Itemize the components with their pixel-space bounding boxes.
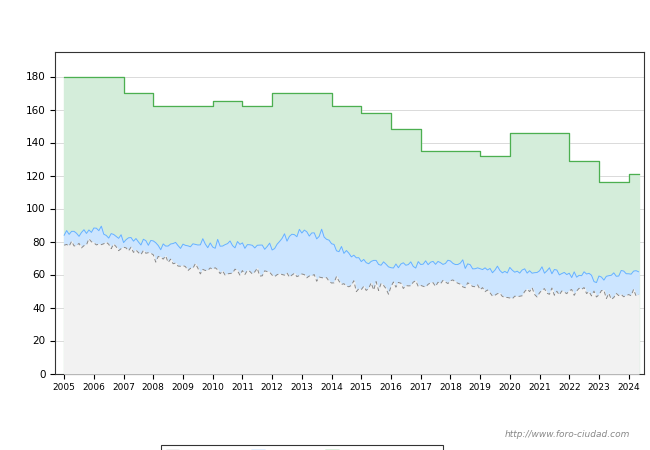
Text: Caseres - Evolucion de la poblacion en edad de Trabajar Mayo de 2024: Caseres - Evolucion de la poblacion en e…: [88, 17, 562, 30]
Legend: Ocupados, Parados, Hab. entre 16-64: Ocupados, Parados, Hab. entre 16-64: [161, 445, 443, 450]
Text: http://www.foro-ciudad.com: http://www.foro-ciudad.com: [505, 430, 630, 439]
